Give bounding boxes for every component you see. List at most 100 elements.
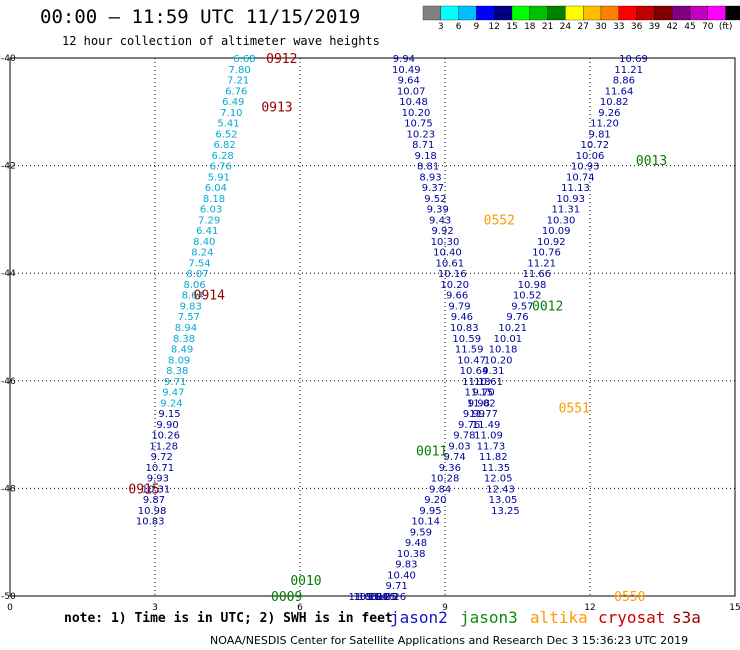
data-point-label: 11.13 [561, 183, 590, 194]
data-point-label: 7.29 [198, 215, 220, 226]
data-point-label: 11.64 [605, 86, 634, 97]
y-tick-label: -42 [1, 162, 16, 172]
data-point-label: 9.78 [453, 431, 475, 442]
data-point-label: 11.02 [467, 398, 496, 409]
y-tick-label: -50 [1, 592, 16, 602]
colorbar-swatch [494, 5, 513, 21]
data-point-label: 8.81 [417, 162, 439, 173]
data-point-label: 6.49 [222, 97, 244, 108]
colorbar-label: 24 [559, 22, 572, 32]
data-point-label: 6.41 [196, 226, 218, 237]
colorbar-swatch [672, 5, 691, 21]
data-point-label: 9.31 [482, 366, 504, 377]
x-tick-label: 6 [297, 603, 303, 613]
data-point-label: 11.15 [465, 388, 494, 399]
data-point-label: 10.26 [378, 592, 407, 603]
colorbar-swatch [529, 5, 548, 21]
data-point-label: 9.15 [158, 409, 180, 420]
data-point-label: 6.76 [210, 162, 232, 173]
data-point-label: 10.49 [392, 65, 421, 76]
time-annotation: 0912 [266, 52, 297, 67]
data-point-label: 10.31 [142, 484, 171, 495]
data-point-label: 9.87 [143, 495, 165, 506]
data-point-label: 8.49 [171, 345, 193, 356]
data-point-label: 10.28 [431, 474, 460, 485]
data-point-label: 9.76 [458, 420, 480, 431]
data-point-label: 9.71 [386, 581, 408, 592]
colorbar-swatch [689, 5, 708, 21]
data-point-label: 10.16 [438, 269, 467, 280]
data-point-label: 9.70 [473, 388, 495, 399]
colorbar-swatch [565, 5, 584, 21]
data-point-label: 9.39 [427, 205, 449, 216]
data-point-label: 8.86 [613, 76, 635, 87]
data-point-label: 10.26 [151, 431, 180, 442]
data-point-label: 11.73 [477, 441, 506, 452]
data-point-label: 10.59 [452, 334, 481, 345]
data-point-label: 8.06 [184, 280, 206, 291]
data-point-label: 11.77 [469, 409, 498, 420]
data-point-label: 10.47 [457, 355, 486, 366]
data-point-label: 9.72 [151, 452, 173, 463]
colorbar-swatch [422, 5, 441, 21]
y-tick-label: -44 [1, 269, 16, 279]
data-point-label: 9.03 [448, 441, 470, 452]
data-point-label: 10.20 [440, 280, 469, 291]
colorbar-label: 33 [613, 22, 625, 32]
data-point-label: 8.38 [173, 334, 195, 345]
colorbar-swatch [725, 5, 740, 21]
colorbar-label: 12 [488, 22, 500, 32]
data-point-label: 10.75 [404, 119, 433, 130]
footer-credit: NOAA/NESDIS Center for Satellite Applica… [210, 634, 689, 647]
data-point-label: 10.93 [571, 162, 600, 173]
data-point-label: 5.91 [208, 172, 230, 183]
data-point-label: 10.30 [431, 237, 460, 248]
data-point-label: 8.94 [175, 323, 197, 334]
data-point-label: 10.74 [566, 172, 595, 183]
data-point-label: 10.28 [353, 592, 382, 603]
data-point-label: 8.64 [182, 291, 204, 302]
data-point-label: 9.57 [511, 301, 533, 312]
colorbar-swatch [618, 5, 637, 21]
y-tick-label: -46 [1, 377, 16, 387]
legend-entry-cryosat: cryosat [598, 608, 666, 627]
colorbar-label: 9 [473, 22, 480, 32]
data-point-label: 11.13 [462, 377, 491, 388]
data-point-label: 9.20 [424, 495, 446, 506]
time-annotation: 0914 [194, 289, 225, 304]
data-point-label: 10.83 [450, 323, 479, 334]
data-point-label: 9.37 [422, 183, 444, 194]
data-point-label: 9.99 [463, 409, 485, 420]
time-annotation: 0010 [290, 574, 321, 589]
data-point-label: 8.38 [166, 366, 188, 377]
data-point-label: 10.40 [433, 248, 462, 259]
colorbar-label: 18 [524, 22, 536, 32]
data-point-label: 8.71 [412, 140, 434, 151]
time-annotation: 0913 [261, 100, 292, 115]
data-point-label: 7.80 [228, 65, 250, 76]
data-point-label: 9.84 [429, 484, 451, 495]
data-point-label: 9.24 [160, 398, 182, 409]
data-point-label: 8.40 [193, 237, 215, 248]
x-tick-label: 9 [442, 603, 448, 613]
data-point-label: 9.81 [589, 129, 611, 140]
data-point-label: 9.64 [398, 76, 420, 87]
y-tick-label: -48 [1, 484, 16, 494]
data-point-label: 10.69 [619, 54, 648, 65]
data-point-label: 10.52 [513, 291, 542, 302]
colorbar-swatch [654, 5, 673, 21]
data-point-label: 10.98 [518, 280, 547, 291]
data-point-label: 9.98 [468, 398, 490, 409]
data-point-label: 10.64 [460, 366, 489, 377]
data-point-label: 10.07 [397, 86, 426, 97]
colorbar-label: 45 [684, 22, 696, 32]
data-point-label: 8.24 [191, 248, 213, 259]
colorbar-label: 15 [506, 22, 518, 32]
time-annotation: 0552 [484, 213, 515, 228]
colorbar-swatch [636, 5, 655, 21]
data-point-label: 9.83 [395, 560, 417, 571]
colorbar-swatch [511, 5, 530, 21]
chart-subtitle: 12 hour collection of altimeter wave hei… [62, 34, 380, 48]
data-point-label: 11.21 [527, 258, 556, 269]
colorbar-swatch [476, 5, 495, 21]
